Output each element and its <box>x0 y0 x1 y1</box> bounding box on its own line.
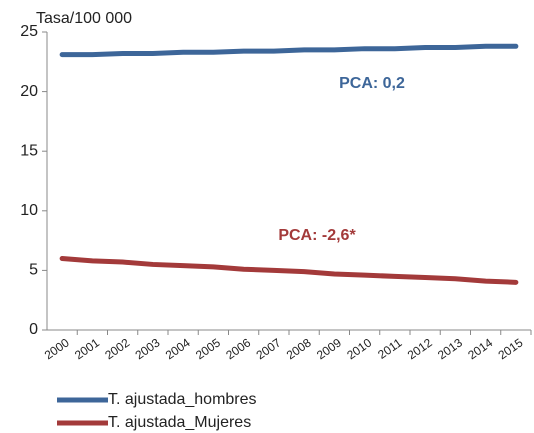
x-tick-label: 2002 <box>102 335 132 362</box>
x-tick-label: 2003 <box>133 335 163 362</box>
x-tick-label: 2004 <box>163 335 193 362</box>
annotation: PCA: 0,2 <box>339 75 405 92</box>
y-tick-label: 15 <box>20 142 38 159</box>
y-axis-title: Tasa/100 000 <box>36 10 132 27</box>
x-tick-label: 2011 <box>375 335 404 361</box>
x-tick-label: 2015 <box>496 335 526 362</box>
x-tick-label: 2009 <box>314 335 344 362</box>
y-tick-label: 0 <box>29 321 38 338</box>
y-tick-label: 10 <box>20 202 38 219</box>
y-tick-label: 20 <box>20 83 38 100</box>
series-line <box>59 255 519 285</box>
y-tick-label: 5 <box>29 262 38 279</box>
x-tick-label: 2008 <box>284 335 314 362</box>
y-tick-label: 25 <box>20 23 38 40</box>
legend-label: T. ajustada_Mujeres <box>108 414 251 431</box>
x-tick-label: 2005 <box>193 335 223 362</box>
x-tick-label: 2010 <box>344 335 374 362</box>
x-tick-label: 2006 <box>223 335 253 362</box>
legend-label: T. ajustada_hombres <box>108 391 257 408</box>
x-tick-label: 2012 <box>405 335 435 362</box>
x-tick-label: 2013 <box>435 335 465 362</box>
x-tick-label: 2001 <box>72 335 102 362</box>
annotation: PCA: -2,6* <box>278 227 356 244</box>
x-tick-label: 2007 <box>254 335 284 362</box>
series-line <box>59 43 519 58</box>
x-tick-label: 2000 <box>42 335 72 362</box>
x-tick-label: 2014 <box>465 335 495 362</box>
